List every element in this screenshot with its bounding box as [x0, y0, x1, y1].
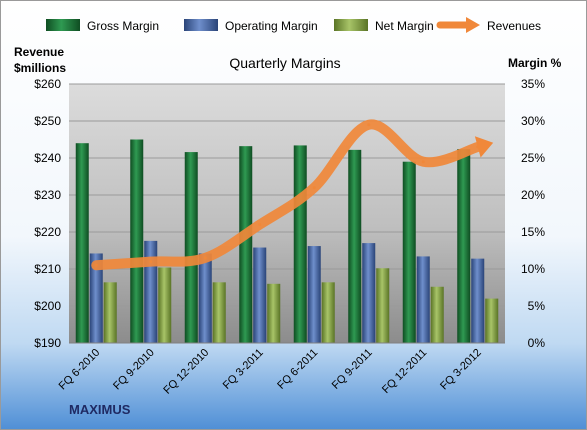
legend-swatch-gross-margin	[46, 19, 80, 31]
revenue-point	[367, 123, 371, 127]
legend-swatch-operating-margin	[184, 19, 218, 31]
brand-label: MAXIMUS	[69, 402, 131, 417]
revenue-point	[94, 263, 98, 267]
bar-operating-margin	[471, 258, 485, 343]
revenue-point	[476, 145, 480, 149]
bar-operating-margin	[416, 256, 430, 343]
y-left-tick-label: $220	[34, 225, 61, 239]
revenue-point	[258, 223, 262, 227]
y-right-tick-label: 30%	[521, 114, 545, 128]
y-left-tick-label: $200	[34, 299, 61, 313]
legend-label-net-margin: Net Margin	[375, 19, 434, 33]
y-left-axis-title-line2: $millions	[14, 61, 66, 75]
y-right-tick-label: 0%	[528, 336, 546, 350]
revenue-series	[91, 119, 494, 271]
revenue-line	[91, 119, 483, 271]
bar-gross-margin	[239, 146, 253, 343]
y-left-tick-label: $260	[34, 77, 61, 91]
bar-gross-margin	[130, 139, 144, 343]
bar-net-margin	[267, 283, 281, 343]
bar-gross-margin	[184, 152, 198, 343]
y-left-tick-label: $240	[34, 151, 61, 165]
legend-label-operating-margin: Operating Margin	[225, 19, 318, 33]
revenue-point	[421, 160, 425, 164]
legend-swatch-net-margin	[334, 19, 368, 31]
bar-net-margin	[430, 286, 444, 343]
bar-operating-margin	[307, 246, 321, 343]
legend-label-gross-margin: Gross Margin	[87, 19, 159, 33]
bar-gross-margin	[348, 149, 362, 343]
y-right-tick-label: 25%	[521, 151, 545, 165]
y-left-tick-label: $250	[34, 114, 61, 128]
y-right-axis: 0% 5% 10% 15% 20% 25% 30% 35%	[521, 77, 545, 350]
y-right-tick-label: 20%	[521, 188, 545, 202]
legend-swatch-revenues	[436, 17, 480, 33]
bar-net-margin	[103, 282, 117, 343]
y-left-tick-label: $210	[34, 262, 61, 276]
revenue-arrowhead	[474, 136, 494, 158]
bar-gross-margin	[75, 143, 89, 343]
bar-gross-margin	[293, 145, 307, 343]
bar-operating-margin	[362, 243, 376, 343]
bar-gross-margin	[457, 149, 471, 343]
bar-net-margin	[376, 268, 390, 343]
y-left-tick-label: $230	[34, 188, 61, 202]
bar-operating-margin	[89, 253, 103, 343]
y-right-tick-label: 5%	[528, 299, 546, 313]
revenue-point	[312, 186, 316, 190]
legend: Gross Margin Operating Margin Net Margin…	[46, 17, 541, 33]
bar-operating-margin	[253, 247, 267, 343]
bar-operating-margin	[144, 240, 158, 343]
y-left-tick-label: $190	[34, 336, 61, 350]
legend-label-revenues: Revenues	[487, 19, 541, 33]
bar-net-margin	[212, 282, 226, 343]
revenue-point	[203, 256, 207, 260]
y-right-tick-label: 10%	[521, 262, 545, 276]
bar-net-margin	[485, 298, 499, 343]
y-right-tick-label: 35%	[521, 77, 545, 91]
y-right-tick-label: 15%	[521, 225, 545, 239]
y-left-axis: $190 $200 $210 $220 $230 $240 $250 $260	[34, 77, 61, 350]
y-left-axis-title-line1: Revenue	[14, 45, 64, 59]
bar-operating-margin	[198, 253, 212, 343]
bar-gross-margin	[402, 161, 416, 343]
revenue-point	[149, 260, 153, 264]
bar-net-margin	[321, 282, 335, 343]
chart-title: Quarterly Margins	[229, 55, 340, 71]
bar-net-margin	[158, 267, 172, 343]
y-right-axis-title: Margin %	[508, 56, 562, 70]
